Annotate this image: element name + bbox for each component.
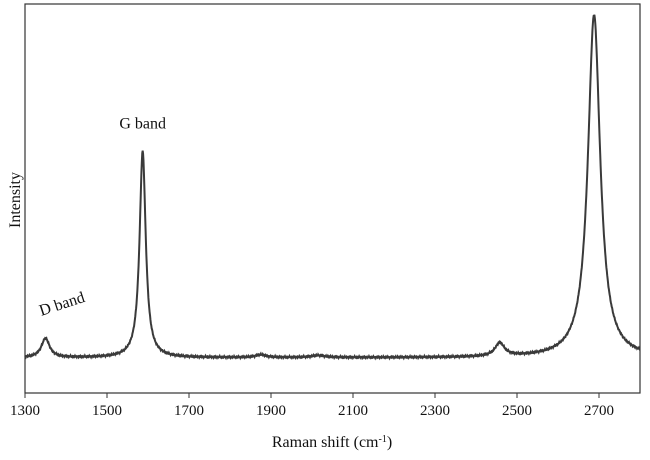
- x-tick-label: 1300: [10, 403, 40, 419]
- x-tick-label: 2100: [338, 403, 368, 419]
- x-tick-label: 1900: [256, 403, 286, 419]
- peak-label: G band: [119, 116, 166, 133]
- plot-area: 1300 1500 1700 1900 2100 2300 2500 2700 D band G…: [10, 3, 641, 419]
- y-axis-title: Intensity: [7, 172, 24, 228]
- x-axis-title: Raman shift (cm-1): [272, 434, 392, 452]
- x-tick-label: 1500: [92, 403, 122, 419]
- x-tick-label: 1700: [174, 403, 204, 419]
- x-ticks: 1300 1500 1700 1900 2100 2300 2500 2700: [10, 393, 614, 419]
- x-tick-label: 2300: [420, 403, 450, 419]
- x-tick-label: 2500: [502, 403, 532, 419]
- peak-label: D band: [37, 289, 87, 320]
- spectrum-line: [24, 14, 641, 361]
- plot-frame: [24, 3, 641, 394]
- x-tick-label: 2700: [584, 403, 614, 419]
